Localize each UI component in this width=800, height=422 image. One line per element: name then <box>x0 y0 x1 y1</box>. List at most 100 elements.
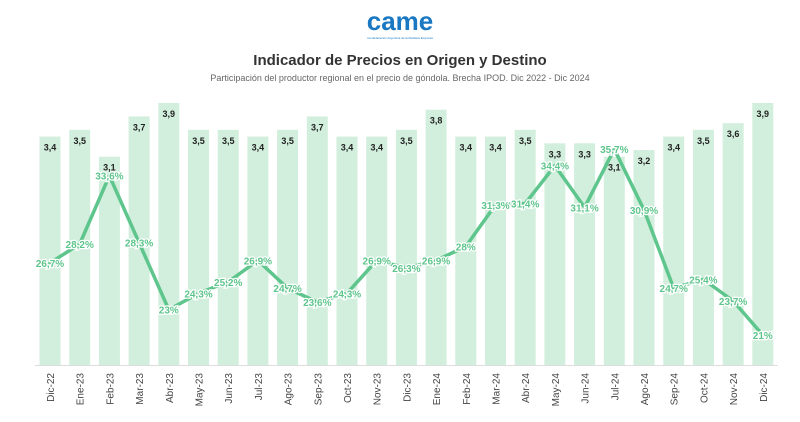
bar-label: 3,4 <box>370 143 383 153</box>
x-tick-label: Nov-24 <box>729 373 740 406</box>
x-tick-label: Dic-22 <box>46 373 57 402</box>
line-point-label: 28,3% <box>125 239 153 250</box>
bar <box>158 103 180 365</box>
bar-label: 3,6 <box>727 129 740 139</box>
line-point-label: 31,1% <box>570 203 598 214</box>
bar-label: 3,4 <box>341 143 354 153</box>
line-point-label: 25,4% <box>689 275 717 286</box>
x-tick-label: Ago-23 <box>284 373 295 406</box>
x-tick-label: Mar-23 <box>135 373 146 405</box>
line-point-label: 21% <box>753 331 773 342</box>
x-tick-label: Feb-23 <box>105 373 116 405</box>
line-point-label: 35,7% <box>600 145 628 156</box>
bar-label: 3,5 <box>73 136 86 146</box>
bar-label: 3,4 <box>460 143 473 153</box>
bar-label: 3,5 <box>192 136 205 146</box>
x-tick-label: Jun-24 <box>581 373 592 404</box>
bar <box>366 136 388 365</box>
bar <box>217 129 239 365</box>
bar-label: 3,5 <box>281 136 294 146</box>
chart-subtitle: Participación del productor regional en … <box>210 73 590 83</box>
bar <box>98 156 120 365</box>
bar-label: 3,7 <box>311 122 324 132</box>
line-point-label: 23% <box>159 306 179 317</box>
bar-label: 3,5 <box>400 136 413 146</box>
bar-label: 3,2 <box>638 156 651 166</box>
bar-label: 3,4 <box>252 143 265 153</box>
line-point-label: 26,9% <box>422 256 450 267</box>
bar <box>336 136 358 365</box>
line-point-label: 26,9% <box>363 256 391 267</box>
bar <box>722 123 744 366</box>
bar <box>544 143 566 365</box>
bar <box>247 136 269 365</box>
bar <box>633 150 655 365</box>
line-point-label: 33,6% <box>95 172 123 183</box>
x-tick-label: May-24 <box>551 373 562 407</box>
x-tick-label: Dic-24 <box>759 373 770 402</box>
x-tick-label: Ene-24 <box>432 373 443 406</box>
bar-label: 3,7 <box>133 122 146 132</box>
x-tick-label: Nov-23 <box>373 373 384 406</box>
bar-label: 3,5 <box>697 136 710 146</box>
line-point-label: 30,9% <box>630 206 658 217</box>
bar-label: 3,8 <box>430 116 443 126</box>
bar-label: 3,9 <box>163 109 176 119</box>
x-tick-label: Dic-23 <box>402 373 413 402</box>
bar <box>603 156 625 365</box>
bar <box>277 129 299 365</box>
bar <box>485 136 506 365</box>
logo-tagline: Confederación Argentina de la Mediana Em… <box>367 36 433 40</box>
line-point-label: 26,3% <box>392 264 420 275</box>
bar <box>455 136 477 365</box>
x-tick-label: Oct-23 <box>343 373 354 403</box>
x-tick-label: Feb-24 <box>462 373 473 405</box>
bar <box>39 136 61 365</box>
bar <box>514 129 536 365</box>
x-tick-label: May-23 <box>195 373 206 407</box>
came-logo: came Confederación Argentina de la Media… <box>367 6 434 40</box>
bar <box>663 136 685 365</box>
line-point-label: 24,7% <box>660 284 688 295</box>
bar-label: 3,9 <box>757 109 770 119</box>
bar-label: 3,4 <box>489 143 502 153</box>
x-tick-label: Sep-23 <box>313 373 324 406</box>
bar-label: 3,3 <box>549 149 562 159</box>
bar <box>752 103 774 365</box>
bar-label: 3,4 <box>667 143 680 153</box>
x-tick-label: Oct-24 <box>699 373 710 403</box>
x-tick-label: Abr-23 <box>165 373 176 403</box>
bar-label: 3,1 <box>103 163 116 173</box>
x-tick-label: Ene-23 <box>76 373 87 406</box>
x-tick-label: Sep-24 <box>670 373 681 406</box>
bar <box>395 129 417 365</box>
bar <box>692 129 714 365</box>
bar <box>69 129 91 365</box>
bar <box>188 129 209 365</box>
line-point-label: 25,2% <box>214 278 242 289</box>
line-point-label: 24,7% <box>273 284 301 295</box>
x-tick-label: Jul-23 <box>254 373 265 401</box>
x-tick-label: Mar-24 <box>492 373 503 405</box>
line-point-label: 24,3% <box>333 289 361 300</box>
x-tick-label: Ago-24 <box>640 373 651 406</box>
bar-label: 3,1 <box>608 163 621 173</box>
line-point-label: 23,6% <box>303 298 331 309</box>
logo-text: came <box>367 6 434 36</box>
bar-label: 3,5 <box>519 136 532 146</box>
bar-label: 3,4 <box>44 143 57 153</box>
x-tick-label: Jun-23 <box>224 373 235 404</box>
chart-title: Indicador de Precios en Origen y Destino <box>253 52 547 69</box>
line-point-label: 31,3% <box>481 201 509 212</box>
bar <box>425 109 447 365</box>
line-series <box>48 147 765 337</box>
line-point-label: 26,9% <box>244 256 272 267</box>
line-point-label: 24,3% <box>184 289 212 300</box>
line-point-label: 28% <box>456 243 476 254</box>
line-point-label: 26,7% <box>36 259 64 270</box>
x-tick-label: Jul-24 <box>610 373 621 401</box>
bar <box>574 143 596 365</box>
bar-label: 3,5 <box>222 136 235 146</box>
line-point-label: 31,4% <box>511 200 539 211</box>
